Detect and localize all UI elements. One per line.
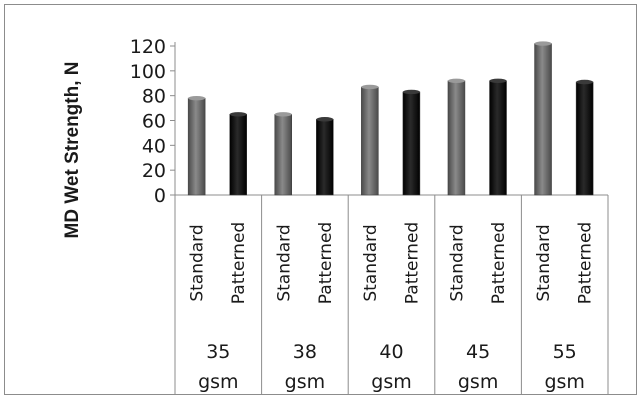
y-tick-label: 60 xyxy=(142,111,166,133)
series-label-patterned: Patterned xyxy=(316,222,336,304)
series-label-standard: Standard xyxy=(534,224,554,301)
y-axis-title: MD Wet Strength, N xyxy=(62,62,83,239)
bar-patterned-45 xyxy=(489,80,507,196)
bar-cap xyxy=(576,79,594,85)
y-tick-label: 80 xyxy=(142,86,166,108)
bar-patterned-40 xyxy=(402,91,421,196)
series-label-standard: Standard xyxy=(274,224,294,301)
y-tick-label: 100 xyxy=(130,61,166,83)
bar-patterned-38 xyxy=(316,119,334,196)
group-label-unit: gsm xyxy=(285,371,325,393)
bar-cap xyxy=(274,112,292,117)
group-label-value: 35 xyxy=(206,341,230,363)
bar-standard-55 xyxy=(534,43,552,196)
bar-cap xyxy=(188,95,206,101)
bar-cap xyxy=(534,41,552,46)
bar-cap xyxy=(402,89,420,95)
group-label-value: 45 xyxy=(466,341,490,363)
bar-cap xyxy=(316,117,334,122)
bar-standard-40 xyxy=(361,86,379,196)
y-tick-label: 40 xyxy=(142,135,166,157)
bars xyxy=(187,41,594,196)
bar-patterned-55 xyxy=(575,81,594,196)
group-label-value: 38 xyxy=(293,341,317,363)
bar-cap xyxy=(447,78,465,83)
group-label-unit: gsm xyxy=(371,371,411,393)
series-label-patterned: Patterned xyxy=(229,222,249,304)
bar-cap xyxy=(229,112,247,117)
bar-standard-38 xyxy=(274,114,292,196)
series-label-patterned: Patterned xyxy=(402,222,422,304)
group-label-value: 40 xyxy=(379,341,403,363)
chart-frame xyxy=(4,4,637,395)
group-label-value: 55 xyxy=(553,341,577,363)
y-tick-label: 0 xyxy=(154,185,166,207)
y-tick-label: 120 xyxy=(130,36,166,58)
group-label-unit: gsm xyxy=(198,371,238,393)
bar-cap xyxy=(489,78,507,83)
series-label-standard: Standard xyxy=(188,224,208,301)
bar-cap xyxy=(361,84,379,90)
series-label-standard: Standard xyxy=(447,224,467,301)
y-tick-label: 20 xyxy=(142,160,166,182)
bar-standard-45 xyxy=(447,80,466,196)
series-label-patterned: Patterned xyxy=(489,222,509,304)
group-label-unit: gsm xyxy=(544,371,584,393)
group-label-unit: gsm xyxy=(458,371,498,393)
series-label-standard: Standard xyxy=(361,224,381,301)
bar-patterned-35 xyxy=(229,114,247,196)
series-label-patterned: Patterned xyxy=(576,222,596,304)
bar-standard-35 xyxy=(187,97,206,196)
